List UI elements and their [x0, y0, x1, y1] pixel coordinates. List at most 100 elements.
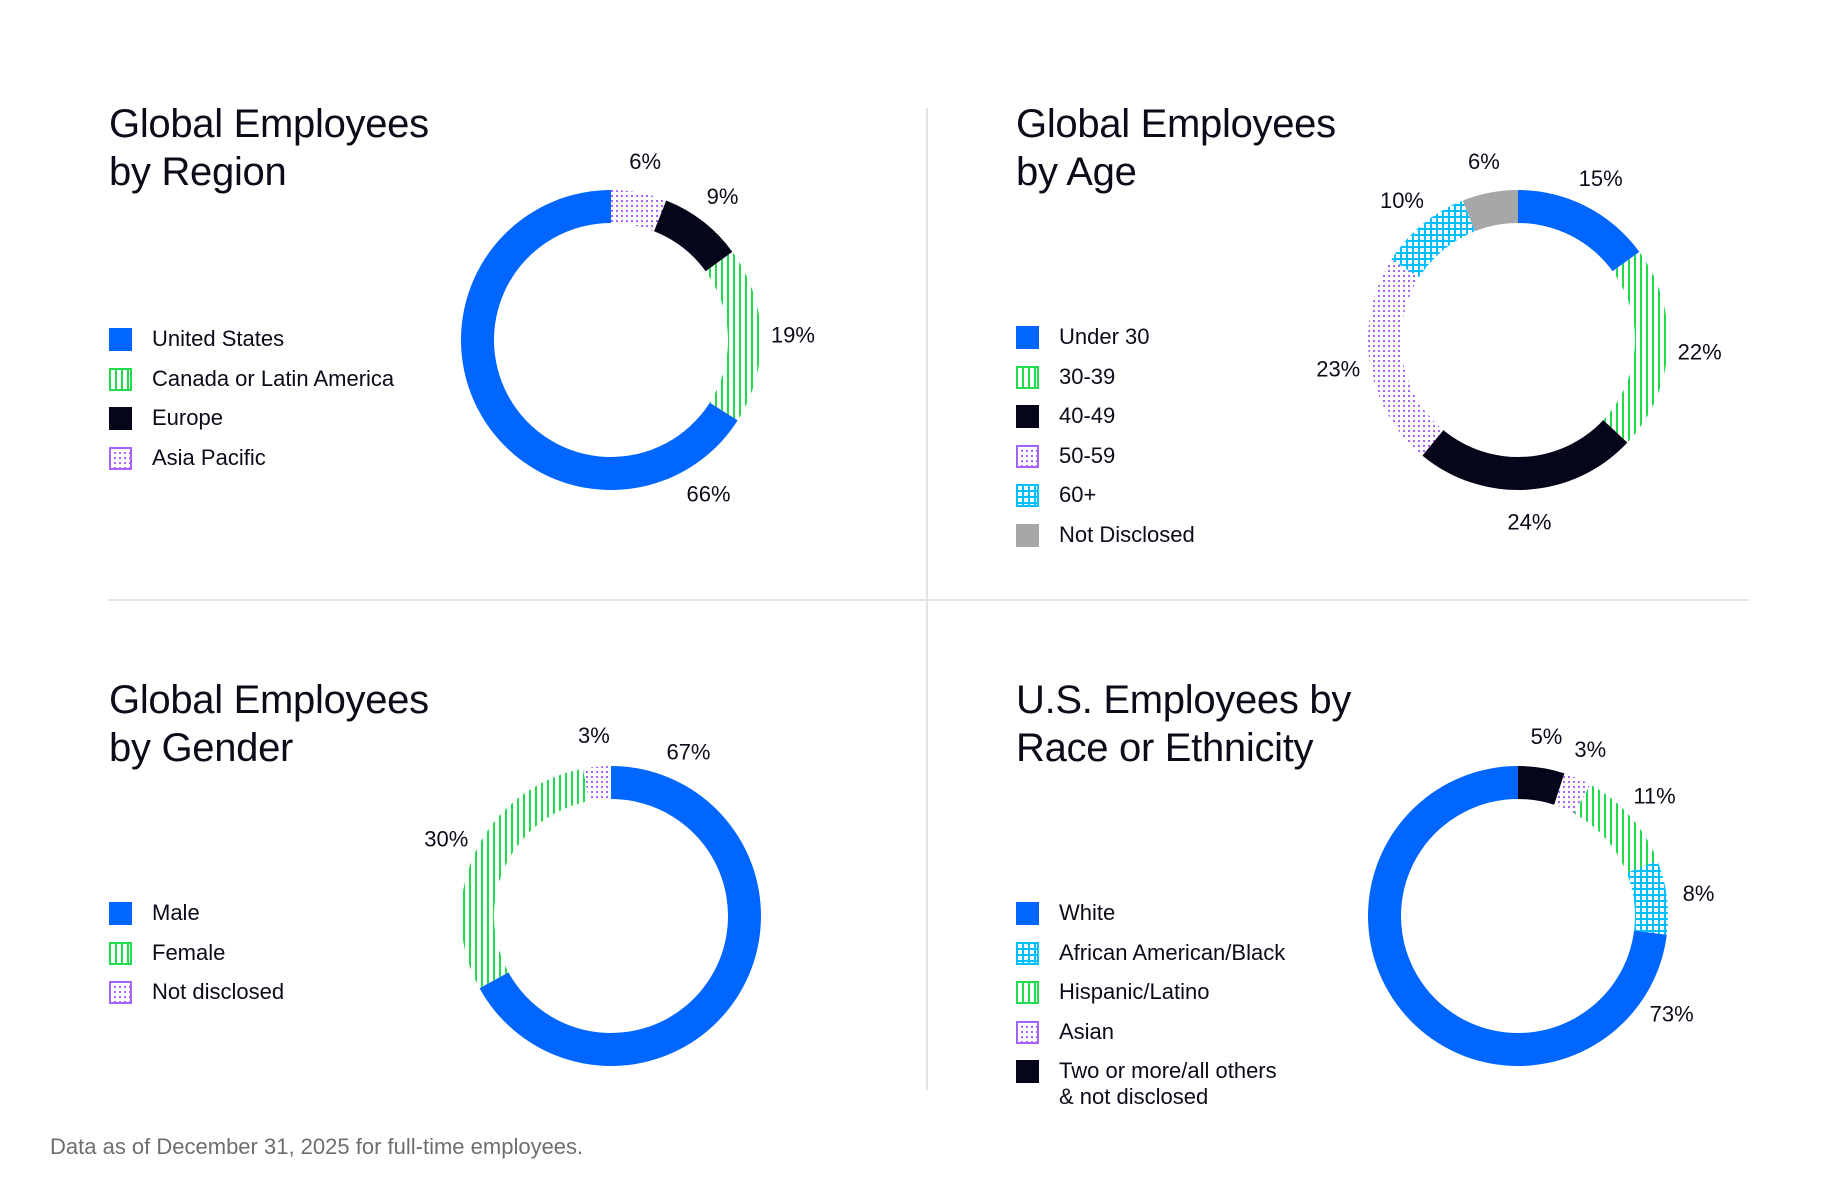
legend-region: United States Canada or Latin America Euro…: [109, 326, 394, 484]
legend-swatch: [109, 328, 132, 351]
legend-item: United States: [109, 326, 394, 366]
data-label: 66%: [686, 482, 730, 507]
legend-item: 40-49: [1016, 403, 1195, 443]
legend-swatch: [109, 407, 132, 430]
legend-item: Asian: [1016, 1019, 1285, 1059]
data-label: 6%: [1468, 149, 1500, 174]
chart-title-age: Global Employees by Age: [1016, 102, 1336, 194]
data-label: 67%: [666, 739, 710, 764]
donut-slice-canada-or-latin-america: [705, 251, 761, 421]
data-label: 15%: [1579, 166, 1623, 191]
legend-swatch: [109, 446, 132, 470]
data-label: 73%: [1650, 1002, 1694, 1027]
legend-label: Asia Pacific: [152, 444, 266, 470]
donut-slice-not-disclosed: [1462, 190, 1518, 232]
legend-swatch: [109, 367, 132, 391]
legend-item: Canada or Latin America: [109, 366, 394, 406]
legend-swatch: [109, 902, 132, 925]
legend-swatch: [1016, 326, 1039, 349]
legend-label: 60+: [1059, 482, 1097, 507]
donut-chart-race: 5% 3% 11% 8% 73%: [1368, 724, 1715, 1066]
chart-title-region: Global Employees by Region: [109, 102, 429, 194]
data-label: 24%: [1507, 510, 1551, 535]
legend-swatch: [1016, 523, 1039, 547]
donut-chart-age: 15% 22% 24% 23% 10% 6%: [1316, 149, 1722, 535]
legend-swatch: [109, 941, 132, 965]
legend-item: Two or more/all others & not disclosed: [1016, 1058, 1285, 1109]
legend-label: 30-39: [1059, 363, 1116, 389]
legend-swatch: [1016, 1020, 1039, 1044]
chart-title-gender: Global Employees by Gender: [109, 678, 429, 770]
legend-label: Two or more/all others & not disclosed: [1059, 1058, 1277, 1109]
legend-swatch: [1016, 444, 1039, 468]
legend-label: Female: [152, 939, 226, 965]
legend-swatch: [1016, 1060, 1039, 1083]
donut-chart-region: 6% 9% 19% 66%: [461, 149, 815, 507]
legend-label: Asian: [1059, 1018, 1115, 1044]
legend-label: 50-59: [1059, 442, 1116, 468]
donut-slice-african-american-black: [1626, 860, 1668, 935]
legend-swatch: [1016, 405, 1039, 428]
legend-item: Under 30: [1016, 324, 1195, 364]
donut-slice-two-or-more-all-others: [1518, 766, 1565, 805]
legend-swatch: [1016, 902, 1039, 925]
data-label: 19%: [771, 322, 815, 347]
data-label: 5%: [1531, 724, 1563, 749]
data-label: 23%: [1316, 356, 1360, 381]
data-label: 3%: [578, 723, 610, 748]
donut-slice-under-30: [1518, 190, 1640, 272]
data-label: 30%: [424, 827, 468, 852]
legend-label: Not disclosed: [152, 979, 285, 1004]
data-label: 8%: [1683, 881, 1715, 906]
legend-label: United States: [152, 326, 285, 351]
donut-slice-40-49: [1422, 420, 1628, 491]
legend-swatch: [109, 981, 132, 1004]
legend-label: Canada or Latin America: [152, 365, 395, 391]
legend-label: Hispanic/Latino: [1059, 979, 1210, 1004]
donut-slice-not-disclosed: [582, 766, 611, 802]
legend-label: Under 30: [1059, 324, 1150, 349]
legend-swatch: [1016, 365, 1039, 389]
legend-label: African American/Black: [1059, 939, 1286, 965]
donut-slice-asia-pacific: [611, 190, 667, 232]
data-label: 11%: [1633, 784, 1675, 809]
legend-item: 60+: [1016, 482, 1195, 522]
legend-age: Under 30 30-39 40-49 50-59 60+ Not Disclosed: [1016, 324, 1195, 561]
legend-label: Male: [152, 900, 200, 925]
legend-item: Hispanic/Latino: [1016, 979, 1285, 1019]
legend-item: African American/Black: [1016, 940, 1285, 980]
donut-slice-50-59: [1368, 259, 1444, 456]
legend-race: White African American/Black Hispanic/Lati…: [1016, 900, 1285, 1109]
legend-gender: Male Female Not disclosed: [109, 900, 284, 1019]
legend-swatch: [1016, 981, 1039, 1004]
legend-item: 30-39: [1016, 364, 1195, 404]
legend-item: Female: [109, 940, 284, 980]
legend-label: Europe: [152, 405, 223, 430]
data-label: 6%: [629, 149, 661, 174]
legend-item: White: [1016, 900, 1285, 940]
data-label: 10%: [1380, 188, 1424, 213]
donut-chart-gender: 67% 30% 3%: [424, 723, 761, 1066]
legend-swatch: [1016, 484, 1039, 507]
legend-swatch: [1016, 941, 1039, 965]
data-label: 22%: [1678, 339, 1722, 364]
donut-slice-60-: [1391, 200, 1475, 278]
donut-slice-female: [461, 768, 590, 989]
legend-label: White: [1059, 900, 1116, 925]
horizontal-divider: [108, 599, 1749, 601]
data-label: 9%: [707, 184, 739, 209]
chart-title-race: U.S. Employees by Race or Ethnicity: [1016, 678, 1352, 770]
donut-slice-30-39: [1603, 251, 1668, 443]
legend-item: Not Disclosed: [1016, 522, 1195, 562]
footnote: Data as of December 31, 2025 for full-ti…: [50, 1134, 584, 1159]
legend-item: Not disclosed: [109, 979, 284, 1019]
legend-item: 50-59: [1016, 443, 1195, 483]
data-label: 3%: [1574, 737, 1606, 762]
donut-slice-hispanic-latino: [1574, 784, 1658, 873]
donut-slice-europe: [654, 200, 733, 272]
legend-item: Europe: [109, 405, 394, 445]
donut-slice-asian: [1554, 773, 1591, 814]
legend-label: 40-49: [1059, 403, 1116, 428]
legend-label: Not Disclosed: [1059, 521, 1195, 547]
legend-item: Asia Pacific: [109, 445, 394, 485]
